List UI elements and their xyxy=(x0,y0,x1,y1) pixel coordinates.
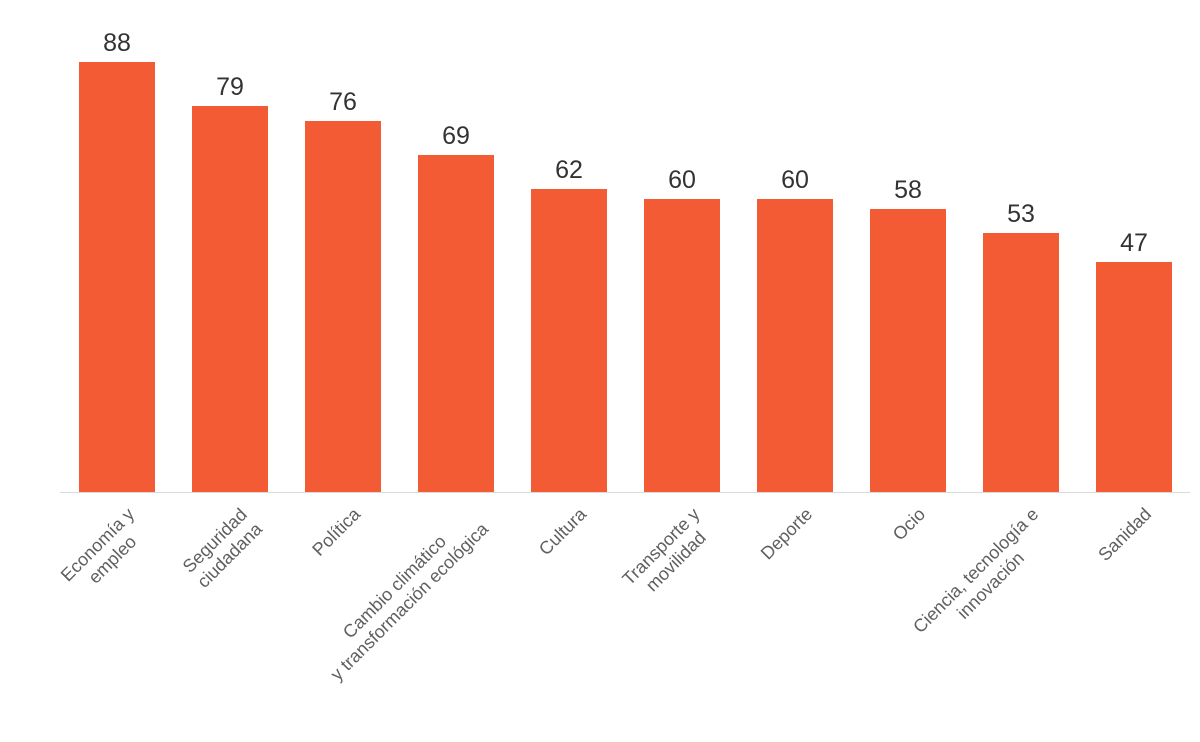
category-label: Sanidad xyxy=(1094,504,1156,565)
bar xyxy=(79,62,155,492)
category-label: Política xyxy=(308,504,365,560)
bar-value-label: 76 xyxy=(329,88,357,116)
bar-value-label: 47 xyxy=(1120,229,1148,257)
bar xyxy=(1096,262,1172,492)
category-label: Cultura xyxy=(535,504,591,560)
bar xyxy=(983,233,1059,492)
bar-value-label: 60 xyxy=(668,166,696,194)
bar xyxy=(870,209,946,492)
bar xyxy=(192,106,268,492)
bar-value-label: 60 xyxy=(781,166,809,194)
bar-value-label: 69 xyxy=(442,122,470,150)
bar-value-label: 88 xyxy=(103,29,131,57)
category-label: Economía y empleo xyxy=(57,504,141,588)
bar-value-label: 53 xyxy=(1007,200,1035,228)
bar-value-label: 58 xyxy=(894,176,922,204)
bar xyxy=(757,199,833,492)
bar xyxy=(644,199,720,492)
x-axis-line xyxy=(60,492,1190,493)
category-label: Ocio xyxy=(889,504,930,545)
category-label: Seguridad ciudadana xyxy=(179,504,267,592)
bar-value-label: 62 xyxy=(555,156,583,184)
bar xyxy=(305,121,381,492)
bar xyxy=(531,189,607,492)
category-label: Deporte xyxy=(757,504,817,564)
bar xyxy=(418,155,494,492)
category-label: Transporte y movilidad xyxy=(618,504,710,596)
category-label: Ciencia, tecnología e innovación xyxy=(909,504,1043,638)
bar-value-label: 79 xyxy=(216,73,244,101)
